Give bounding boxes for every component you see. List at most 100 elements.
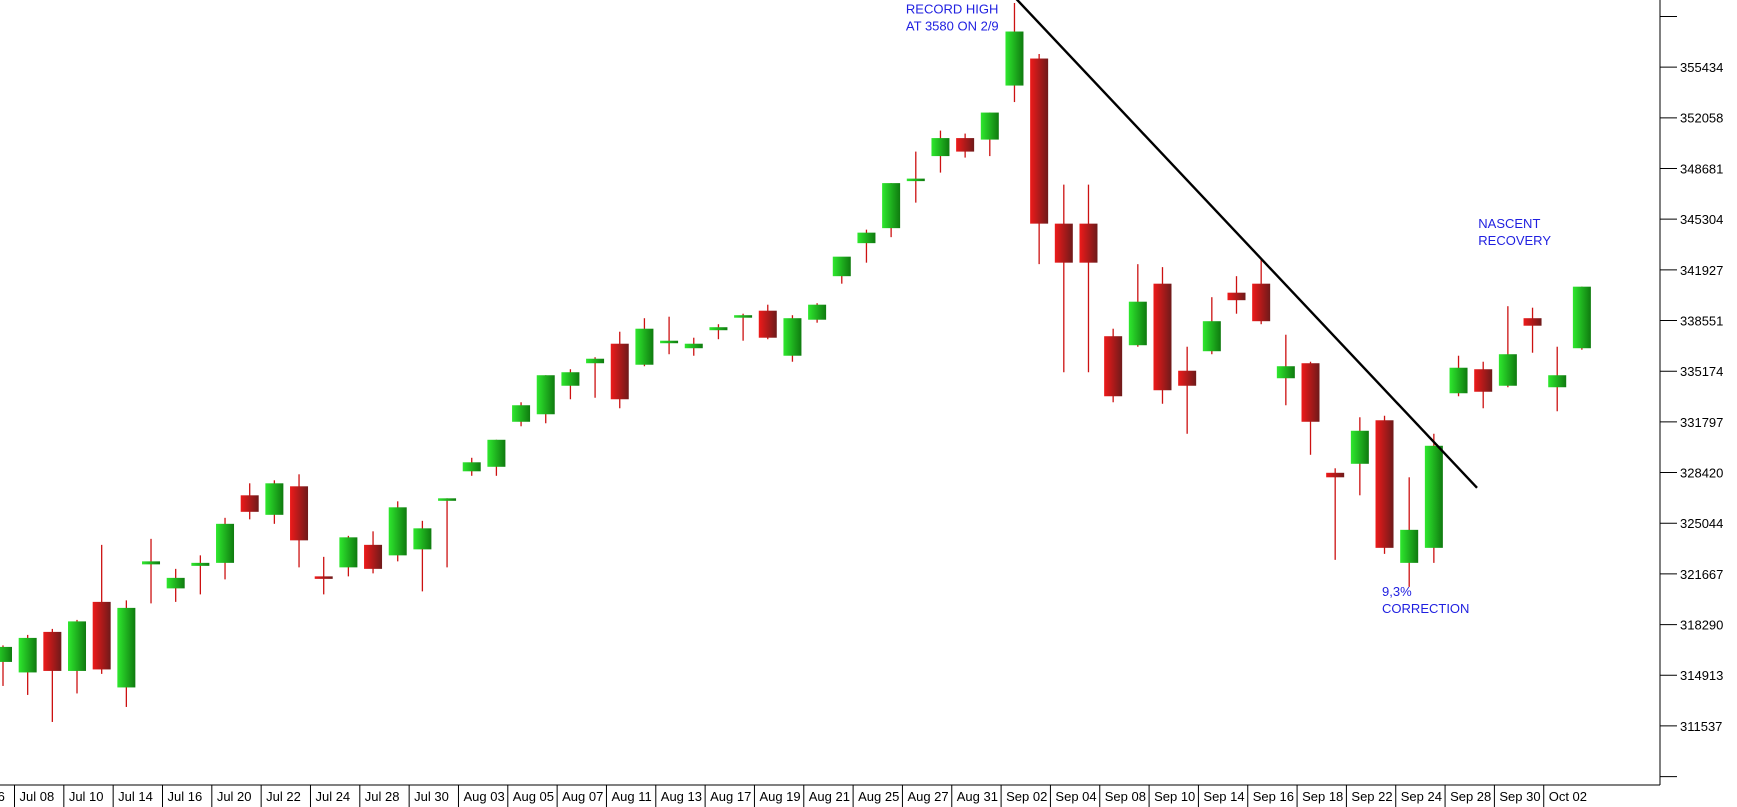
x-tick-label: Aug 05 — [513, 789, 554, 804]
candle-body-up — [1548, 375, 1567, 388]
x-tick-label: Jul 10 — [69, 789, 104, 804]
downtrend-line — [1015, 0, 1478, 489]
candle — [882, 183, 901, 238]
candle-body-down — [758, 310, 777, 338]
candle-body-down — [364, 544, 383, 569]
candle — [462, 457, 481, 476]
y-tick-label: 345304 — [1680, 212, 1723, 227]
candle — [1202, 297, 1221, 355]
y-tick-label: 331797 — [1680, 415, 1723, 430]
candle — [1474, 361, 1493, 409]
candle — [1276, 334, 1295, 406]
candle-body-down — [1301, 363, 1320, 422]
x-tick-label: Aug 27 — [907, 789, 948, 804]
y-tick-label: 335174 — [1680, 364, 1723, 379]
candle-body-down — [92, 601, 111, 670]
candle — [68, 619, 87, 694]
x-tick-label: Sep 04 — [1055, 789, 1096, 804]
x-tick-label: Sep 18 — [1302, 789, 1343, 804]
candle-body-up — [783, 318, 802, 356]
annotation-text: RECORD HIGH AT 3580 ON 2/9 — [906, 2, 999, 34]
candles-group — [0, 3, 1591, 722]
candle-body-up — [117, 607, 136, 688]
candle — [117, 600, 136, 707]
annotation-line: RECOVERY — [1478, 233, 1551, 248]
candle-body-down — [1375, 420, 1394, 548]
candle — [808, 303, 827, 323]
candle-body-up — [1005, 31, 1024, 86]
x-tick-label: Sep 22 — [1351, 789, 1392, 804]
annotation-text: NASCENT RECOVERY — [1478, 216, 1551, 248]
x-tick-label: Jul 14 — [118, 789, 153, 804]
x-tick-label: Aug 19 — [759, 789, 800, 804]
candle-body-up — [832, 256, 851, 277]
candle — [388, 501, 407, 562]
candle — [1153, 267, 1172, 404]
candle — [586, 357, 605, 398]
candle-body-down — [1474, 369, 1493, 392]
y-tick-label: 318290 — [1680, 618, 1723, 633]
candle-body-up — [339, 537, 358, 568]
y-tick-label: 311537 — [1680, 719, 1722, 734]
candle — [536, 375, 555, 424]
candle — [1030, 54, 1049, 265]
y-tick-label: 341927 — [1680, 263, 1723, 278]
candle — [660, 316, 679, 355]
candle — [339, 535, 358, 577]
x-tick-label: Aug 21 — [809, 789, 850, 804]
x-tick-label: Sep 10 — [1154, 789, 1195, 804]
candle — [43, 628, 62, 722]
candle — [1326, 468, 1345, 560]
x-tick-label: Jul 08 — [20, 789, 55, 804]
candle-body-up — [1350, 430, 1369, 464]
x-tick-label: Sep 16 — [1253, 789, 1294, 804]
candle-body-up — [931, 138, 950, 157]
candle-body-up — [68, 621, 87, 671]
candle-body-down — [956, 138, 975, 152]
candle — [1104, 328, 1123, 403]
candle-body-up — [462, 462, 481, 472]
x-tick-label: Sep 08 — [1105, 789, 1146, 804]
candle — [906, 151, 925, 203]
candle — [18, 634, 37, 695]
candle-body-up — [487, 439, 506, 467]
candle — [142, 538, 161, 604]
candle — [1572, 286, 1591, 350]
candle — [635, 318, 654, 367]
candle-body-up — [536, 375, 555, 415]
candle-body-up — [1276, 366, 1295, 379]
candle-body-up — [142, 561, 161, 565]
candle — [1227, 276, 1246, 314]
x-tick-label: Jul 20 — [217, 789, 252, 804]
y-tick-label: 321667 — [1680, 567, 1723, 582]
candle — [1375, 415, 1394, 554]
x-tick-label: Aug 07 — [562, 789, 603, 804]
candle — [166, 568, 185, 602]
candle — [487, 439, 506, 476]
x-tick-label: Jul 30 — [414, 789, 449, 804]
candle-body-down — [1326, 472, 1345, 478]
candle-body-up — [882, 183, 901, 229]
x-tick-label: Aug 13 — [661, 789, 702, 804]
candle-body-up — [0, 646, 12, 662]
candle-body-down — [1104, 336, 1123, 397]
candle — [240, 483, 259, 520]
y-tick-label: 355434 — [1680, 60, 1723, 75]
x-tick-label: Sep 28 — [1450, 789, 1491, 804]
annotations-group: RECORD HIGH AT 3580 ON 2/9 NASCENT RECOVERY… — [906, 2, 1551, 616]
candle — [1523, 307, 1542, 353]
candle — [1548, 346, 1567, 412]
candle — [364, 531, 383, 574]
candle-body-up — [512, 405, 531, 422]
candle-body-up — [561, 372, 580, 386]
candle — [1252, 258, 1271, 325]
candle — [1079, 184, 1098, 373]
candle — [610, 331, 629, 409]
candle-body-up — [1202, 321, 1221, 352]
annotation-line: 9,3% — [1382, 584, 1412, 599]
candle-body-up — [18, 637, 37, 673]
candle — [1498, 306, 1517, 388]
candle — [1178, 346, 1197, 434]
